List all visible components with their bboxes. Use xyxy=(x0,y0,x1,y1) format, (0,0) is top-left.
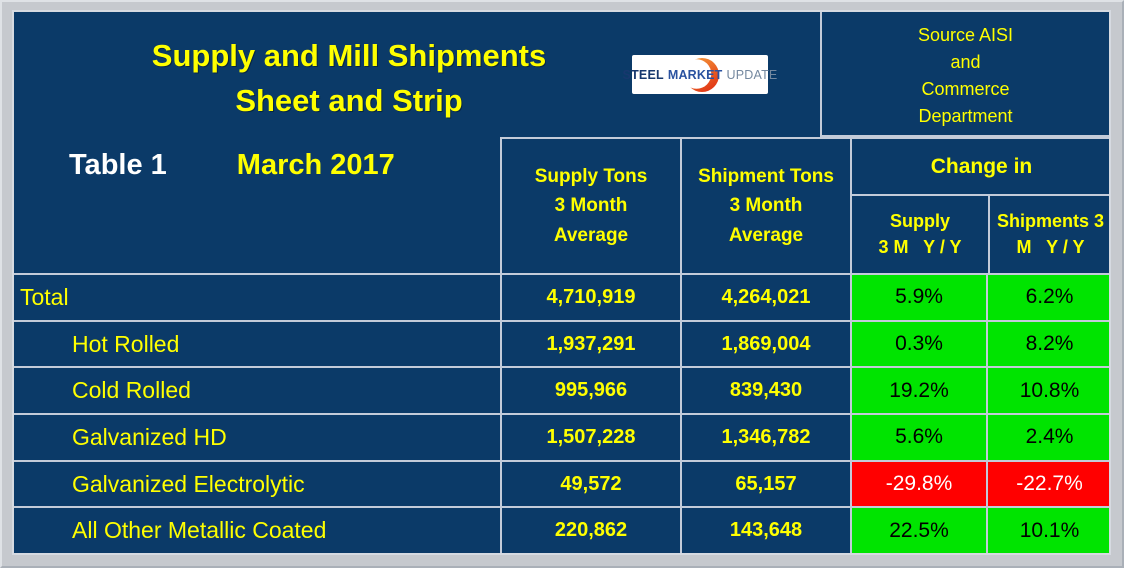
page-title-line1: Supply and Mill Shipments xyxy=(151,38,547,73)
table-row-all-other-metallic-coated: All Other Metallic Coated 220,862 143,64… xyxy=(14,506,1109,553)
logo-text: STEEL MARKET UPDATE xyxy=(623,55,778,94)
page-title-line2: Sheet and Strip xyxy=(235,82,463,118)
column-header-supply-tons: Supply Tons 3 Month Average xyxy=(500,137,680,273)
row-label: Cold Rolled xyxy=(72,377,191,404)
title-band: Supply and Mill Shipments Sheet and Stri… xyxy=(14,12,1109,137)
shipment-value: 1,869,004 xyxy=(680,321,850,367)
shipment-change-value: 10.8% xyxy=(986,368,1109,414)
column-group-change-in: Change in Supply 3 M Y / Y Shipments 3 M… xyxy=(850,137,1109,273)
logo-crescent-icon xyxy=(685,58,719,92)
page-title: Supply and Mill Shipments Sheet and Stri… xyxy=(69,34,629,124)
table-number-label: Table 1 xyxy=(69,149,167,181)
logo-word-update: UPDATE xyxy=(726,67,778,82)
change-in-subheaders: Supply 3 M Y / Y Shipments 3 M Y / Y xyxy=(852,196,1109,273)
shipment-value: 839,430 xyxy=(680,368,850,414)
steel-market-update-logo: STEEL MARKET UPDATE xyxy=(623,55,778,94)
shipment-change-value: -22.7% xyxy=(986,461,1109,507)
table-panel: Supply and Mill Shipments Sheet and Stri… xyxy=(12,10,1111,555)
column-header-shipment-tons: Shipment Tons 3 Month Average xyxy=(680,137,850,273)
table-caption-cell: Table 1 March 2017 xyxy=(14,137,500,273)
row-label: All Other Metallic Coated xyxy=(72,517,327,544)
supply-change-value: 22.5% xyxy=(850,508,986,553)
period-label: March 2017 xyxy=(236,149,395,181)
shipment-value: 4,264,021 xyxy=(680,275,850,320)
row-label: Total xyxy=(20,283,69,310)
shipment-value: 65,157 xyxy=(680,461,850,507)
table-row-total: Total 4,710,919 4,264,021 5.9% 6.2% xyxy=(14,273,1109,320)
logo-word-steel: STEEL xyxy=(622,67,664,82)
shipment-change-value: 8.2% xyxy=(986,321,1109,367)
table-body: Total 4,710,919 4,264,021 5.9% 6.2% Hot … xyxy=(14,273,1109,553)
table-row-cold-rolled: Cold Rolled 995,966 839,430 19.2% 10.8% xyxy=(14,366,1109,414)
shipment-change-value: 6.2% xyxy=(986,275,1109,320)
supply-change-value: -29.8% xyxy=(850,461,986,507)
table-row-galvanized-electrolytic: Galvanized Electrolytic 49,572 65,157 -2… xyxy=(14,459,1109,507)
supply-value: 1,937,291 xyxy=(500,321,680,367)
supply-value: 1,507,228 xyxy=(500,415,680,460)
column-header-supply-change: Supply 3 M Y / Y xyxy=(878,211,962,257)
supply-value: 220,862 xyxy=(500,508,680,553)
supply-change-value: 5.6% xyxy=(850,415,986,460)
row-label: Galvanized HD xyxy=(72,423,227,450)
row-label: Galvanized Electrolytic xyxy=(72,470,305,497)
table-header: Table 1 March 2017 Supply Tons 3 Month A… xyxy=(14,137,1109,273)
shipment-value: 1,346,782 xyxy=(680,415,850,460)
shipment-change-value: 2.4% xyxy=(986,415,1109,460)
shipment-change-value: 10.1% xyxy=(986,508,1109,553)
column-header-shipments-change: Shipments 3 M Y / Y xyxy=(988,196,1109,273)
change-in-group-label: Change in xyxy=(852,139,1109,196)
supply-value: 995,966 xyxy=(500,368,680,414)
supply-change-value: 5.9% xyxy=(850,275,986,320)
table-row-hot-rolled: Hot Rolled 1,937,291 1,869,004 0.3% 8.2% xyxy=(14,319,1109,367)
logo-word-market: MARKET xyxy=(667,67,723,82)
shipment-value: 143,648 xyxy=(680,508,850,553)
table-row-galvanized-hd: Galvanized HD 1,507,228 1,346,782 5.6% 2… xyxy=(14,413,1109,460)
supply-value: 49,572 xyxy=(500,461,680,507)
row-label: Hot Rolled xyxy=(72,330,180,357)
supply-value: 4,710,919 xyxy=(500,275,680,320)
supply-change-value: 0.3% xyxy=(850,321,986,367)
supply-change-value: 19.2% xyxy=(850,368,986,414)
source-note: Source AISI and Commerce Department xyxy=(820,12,1109,137)
